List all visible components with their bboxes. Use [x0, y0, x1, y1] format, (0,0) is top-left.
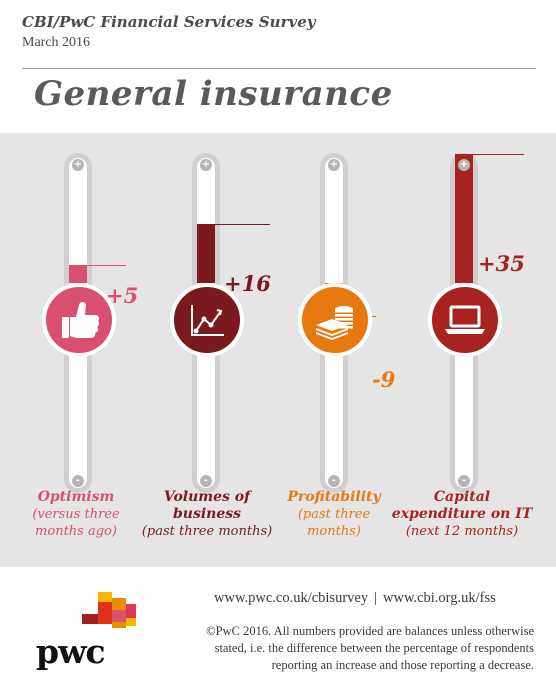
footnote-line: stated, i.e. the difference between the … [214, 641, 534, 655]
caption-main: Profitability [287, 489, 381, 505]
pwc-logo-text: pwc [36, 632, 106, 671]
value-bar [197, 223, 215, 283]
coins-icon [316, 306, 353, 340]
survey-title: CBI/PwC Financial Services Survey [22, 13, 316, 31]
footnote: ©PwC 2016. All numbers provided are bala… [154, 623, 534, 674]
caption-sub: (past three months) [141, 524, 273, 539]
caption-capex: Capital expenditure on IT (next 12 month… [386, 489, 538, 540]
zero-line [472, 153, 524, 155]
caption-main: Capital [433, 489, 491, 505]
icon-circle [170, 283, 244, 357]
caption-volumes: Volumes of business (past three months) [132, 489, 282, 540]
minus-knob: - [200, 475, 212, 487]
plus-knob: + [458, 159, 470, 171]
page-title: General insurance [34, 74, 393, 114]
indicator-optimism: + - +5 Optimism (versus three months ago… [6, 133, 146, 567]
plus-knob: + [328, 159, 340, 171]
value-label: +35 [478, 251, 525, 276]
caption-sub: (versus three [32, 507, 120, 522]
icon-circle [428, 283, 502, 357]
header-rule [22, 68, 536, 69]
footer-links: www.pwc.co.uk/cbisurvey | www.cbi.org.uk/f… [214, 590, 496, 607]
minus-knob: - [328, 475, 340, 487]
minus-knob: - [458, 475, 470, 487]
cbi-survey-link[interactable]: www.cbi.org.uk/fss [383, 590, 496, 606]
value-label: -9 [372, 367, 396, 392]
indicators-panel: + - +5 Optimism (versus three months ago… [0, 133, 556, 567]
icon-circle [298, 283, 372, 357]
footnote-line: ©PwC 2016. All numbers provided are bala… [206, 624, 534, 638]
caption-sub: (next 12 months) [405, 524, 519, 539]
line-chart-icon [191, 305, 224, 336]
caption-optimism: Optimism (versus three months ago) [6, 489, 146, 540]
plus-knob: + [200, 159, 212, 171]
minus-knob: - [72, 475, 84, 487]
caption-sub: (past three [297, 507, 371, 522]
pwc-logo-mark [82, 592, 136, 628]
laptop-icon [445, 305, 485, 334]
caption-main: business [172, 506, 242, 522]
zero-line [86, 264, 126, 266]
plus-knob: + [72, 159, 84, 171]
caption-profitability: Profitability (past three months) [266, 489, 402, 540]
icon-circle [42, 283, 116, 357]
footnote-line: reporting an increase and those reportin… [271, 658, 534, 672]
caption-main: Volumes of [163, 489, 251, 505]
indicator-volumes: + - +16 Volumes of business (pa [138, 133, 278, 567]
thumbs-up-icon [62, 302, 100, 338]
pwc-survey-link[interactable]: www.pwc.co.uk/cbisurvey [214, 590, 369, 606]
survey-date: March 2016 [22, 35, 91, 50]
indicator-capex: + - +35 Capital expenditure on IT (next … [392, 133, 536, 567]
indicator-profitability: + - -9 Profitability ( [266, 133, 406, 567]
link-separator: | [374, 590, 377, 606]
zero-line [214, 223, 270, 225]
caption-main: Optimism [37, 489, 115, 505]
caption-sub: months) [307, 524, 361, 539]
value-bar [455, 153, 473, 283]
caption-sub: months ago) [35, 524, 117, 539]
caption-main: expenditure on IT [391, 506, 533, 522]
value-bar [69, 264, 87, 283]
